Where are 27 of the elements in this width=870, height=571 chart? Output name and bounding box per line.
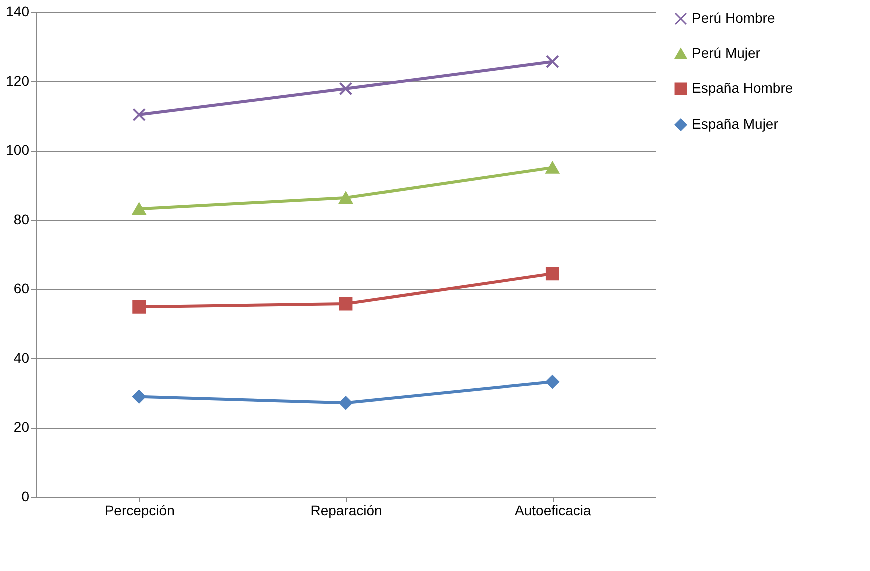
y-tick-label: 100 [6, 142, 30, 158]
point [339, 82, 353, 96]
point [546, 55, 560, 69]
x-tick-label: Reparación [310, 502, 382, 518]
point [132, 108, 146, 122]
y-tick-label: 140 [6, 4, 30, 20]
legend-label: Perú Hombre [692, 10, 776, 26]
point [339, 192, 353, 204]
legend-label: España Mujer [692, 116, 779, 132]
y-tick-label: 20 [14, 419, 30, 436]
legend-label: España Hombre [692, 80, 794, 96]
y-tick-label: 60 [14, 280, 30, 297]
legend-label: Perú Mujer [692, 45, 761, 61]
point [132, 203, 146, 216]
y-tick-label: 40 [14, 350, 30, 366]
y-tick-label: 80 [14, 211, 30, 228]
point [339, 297, 353, 311]
point [546, 267, 560, 281]
y-tick-label: 120 [6, 72, 30, 89]
point [132, 390, 146, 404]
point [546, 162, 560, 174]
y-tick-label: 0 [22, 488, 30, 504]
point [339, 396, 353, 410]
x-tick-label: Percepción [104, 502, 175, 518]
x-tick-label: Autoeficacia [515, 502, 592, 518]
point [546, 375, 560, 389]
point [132, 300, 146, 314]
